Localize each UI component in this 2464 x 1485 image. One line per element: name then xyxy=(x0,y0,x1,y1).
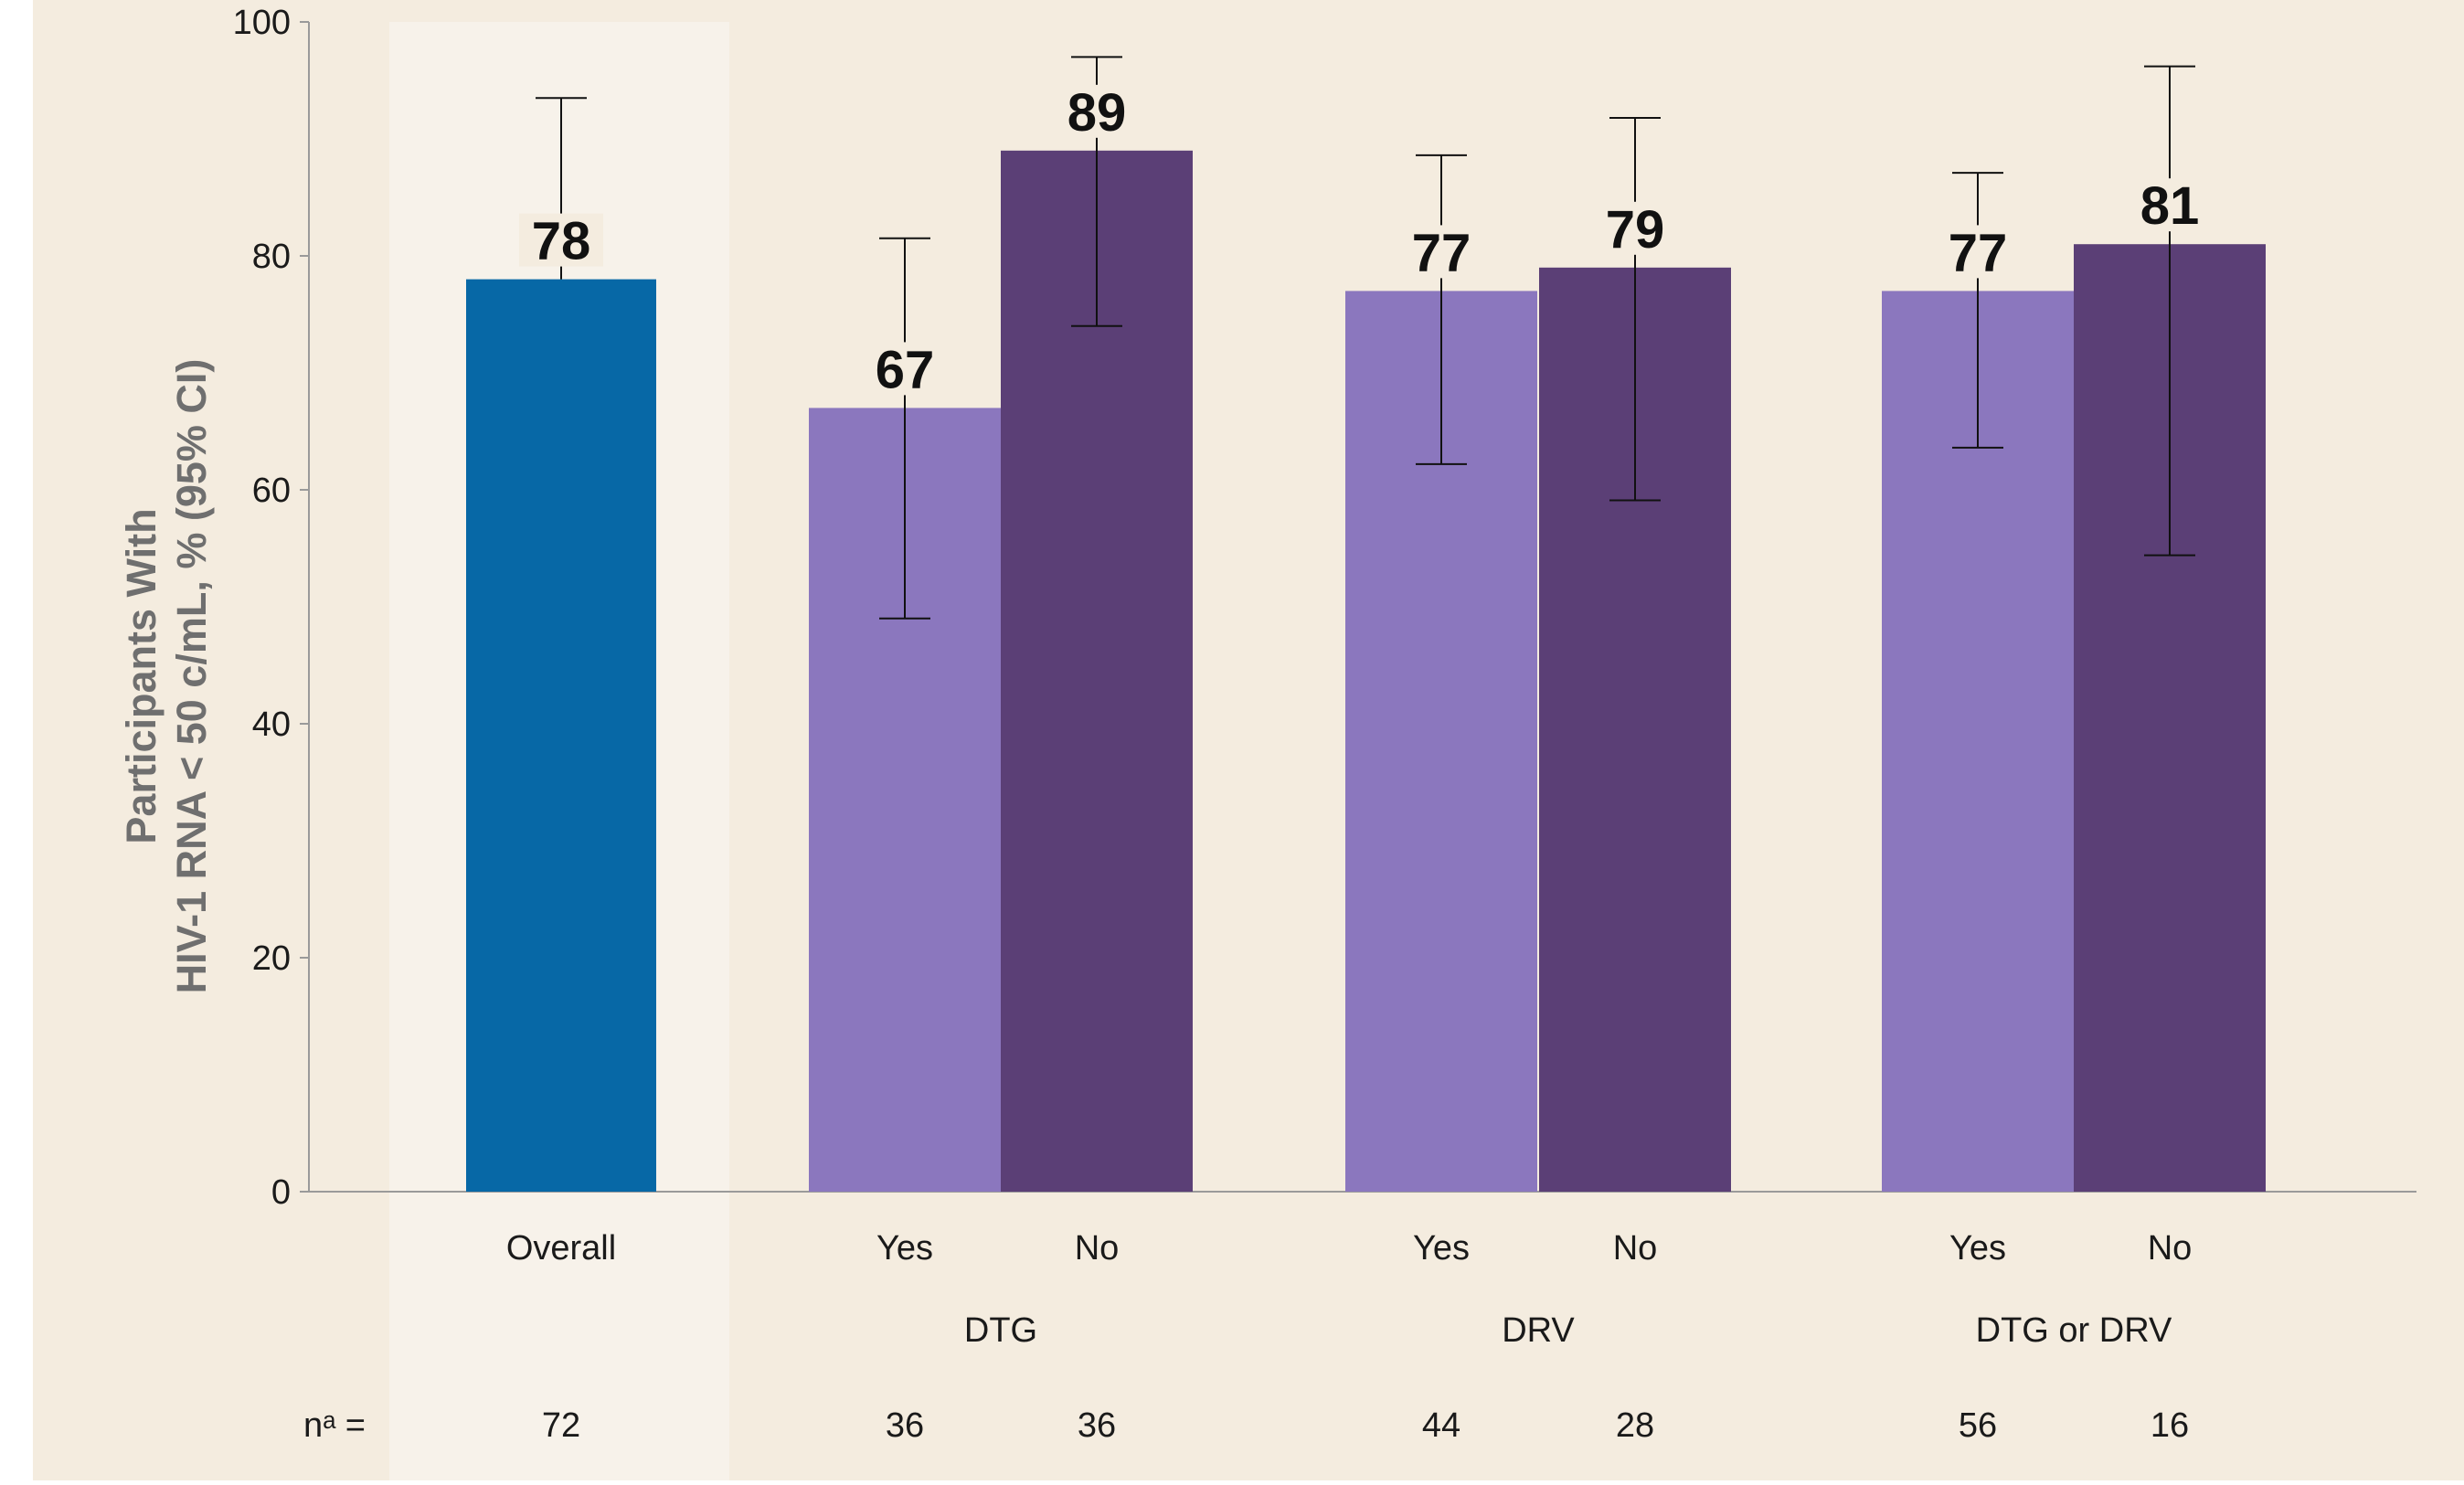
n-value-label: 36 xyxy=(1078,1406,1116,1445)
x-category-label: Overall xyxy=(506,1229,616,1268)
x-category-label: No xyxy=(2148,1229,2193,1268)
y-axis-label-line-2: HIV-1 RNA < 50 c/mL, % (95% CI) xyxy=(168,359,215,994)
x-category-label: Yes xyxy=(876,1229,933,1268)
x-category-label: Yes xyxy=(1949,1229,2006,1268)
value-label-backdrop xyxy=(2128,178,2212,232)
value-label-backdrop xyxy=(863,342,947,396)
n-prefix-label: nᵃ = xyxy=(303,1406,366,1445)
x-group-label: DTG or DRV xyxy=(1976,1311,2172,1350)
value-label-backdrop xyxy=(1055,84,1139,138)
bar-overall xyxy=(466,279,656,1193)
x-group-label: DRV xyxy=(1502,1311,1575,1350)
x-category-label: Yes xyxy=(1413,1229,1470,1268)
y-tick-label: 80 xyxy=(252,238,291,276)
y-tick-label: 40 xyxy=(252,705,291,744)
n-value-label: 72 xyxy=(542,1406,580,1445)
n-value-label: 36 xyxy=(886,1406,924,1445)
n-value-label: 28 xyxy=(1616,1406,1654,1445)
bar-value-label: 89 xyxy=(1067,83,1127,143)
y-tick-label: 20 xyxy=(252,939,291,978)
bar-value-label: 81 xyxy=(2140,176,2200,236)
y-tick-label: 60 xyxy=(252,472,291,510)
bar-value-label: 78 xyxy=(532,212,591,271)
bar-value-label: 77 xyxy=(1949,223,2008,282)
y-tick-label: 100 xyxy=(233,4,291,42)
n-value-label: 16 xyxy=(2151,1406,2189,1445)
bar-value-label: 79 xyxy=(1606,200,1665,260)
x-group-label: DTG xyxy=(964,1311,1037,1350)
n-value-label: 56 xyxy=(1959,1406,1997,1445)
value-label-backdrop xyxy=(1399,225,1483,279)
plot-area: 0 20 40 60 80 100 78 Overall 72 67 Yes 36 89 No 36 DTG 7… xyxy=(233,4,2416,1445)
bar-value-label: 77 xyxy=(1412,223,1471,282)
value-label-backdrop xyxy=(1593,201,1677,255)
x-category-label: No xyxy=(1613,1229,1658,1268)
value-label-backdrop xyxy=(519,213,603,267)
y-tick-label: 0 xyxy=(271,1173,291,1212)
y-axis-label-line-1: Participants With xyxy=(118,508,165,843)
n-value-label: 44 xyxy=(1422,1406,1460,1445)
value-label-backdrop xyxy=(1936,225,2020,279)
bar-value-label: 67 xyxy=(876,340,935,399)
x-category-label: No xyxy=(1075,1229,1120,1268)
